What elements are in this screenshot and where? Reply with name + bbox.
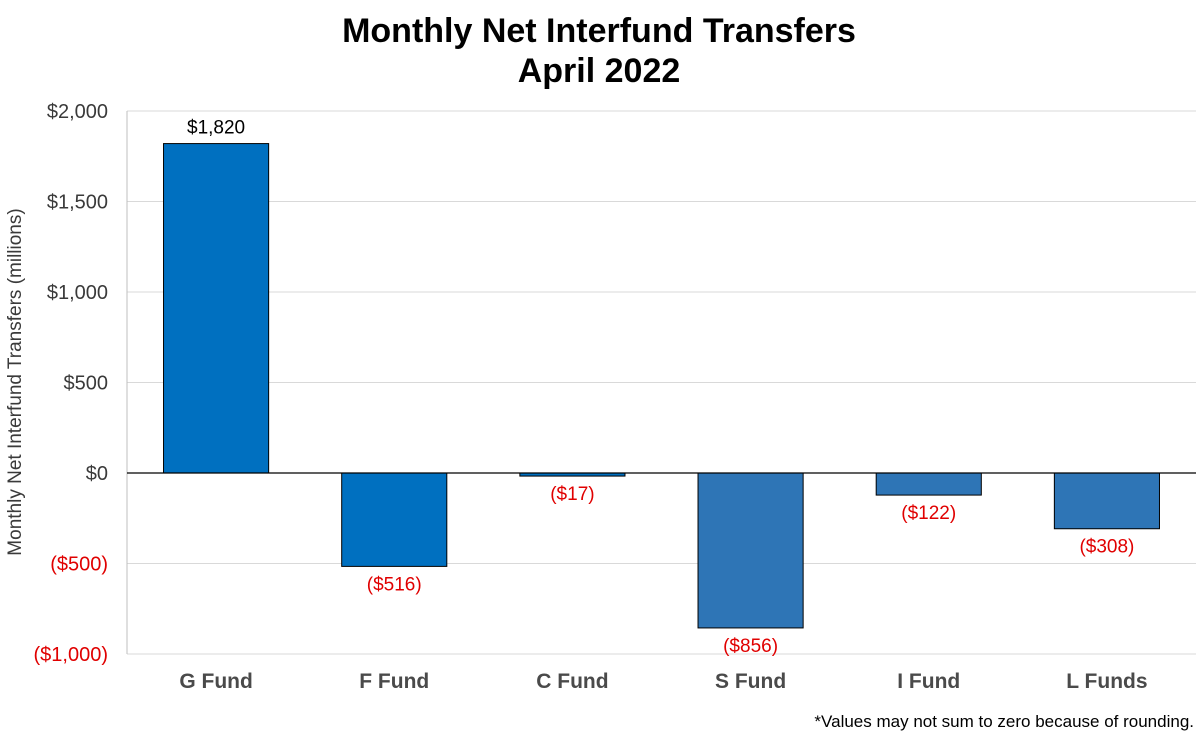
y-tick-label: $500 xyxy=(64,373,109,395)
x-tick-label: G Fund xyxy=(179,670,252,693)
y-tick-label: $1,000 xyxy=(47,282,108,304)
y-tick-labels: $2,000 $1,500 $1,000 $500 $0 ($500) ($1,000) xyxy=(34,101,109,666)
axes xyxy=(126,111,1196,654)
data-label: ($308) xyxy=(1079,537,1134,558)
y-tick-label: ($500) xyxy=(50,554,108,576)
data-labels: $1,820 ($516) ($17) ($856) ($122) ($308) xyxy=(187,118,1134,657)
chart-subtitle: April 2022 xyxy=(518,52,681,90)
bar xyxy=(163,143,270,474)
data-label: ($122) xyxy=(901,503,956,524)
x-tick-label: F Fund xyxy=(359,670,429,693)
x-tick-labels: G Fund F Fund C Fund S Fund I Fund L Funds xyxy=(179,670,1147,693)
bar xyxy=(341,472,448,567)
x-tick-label: L Funds xyxy=(1066,670,1147,693)
x-tick-label: S Fund xyxy=(715,670,786,693)
y-tick-label: $1,500 xyxy=(47,192,108,214)
x-tick-label: C Fund xyxy=(536,670,608,693)
y-tick-label: $2,000 xyxy=(47,101,108,123)
data-label: ($856) xyxy=(723,636,778,657)
bar xyxy=(875,472,982,496)
x-tick-label: I Fund xyxy=(897,670,960,693)
bar xyxy=(697,472,804,629)
bars xyxy=(163,143,1160,629)
gridlines xyxy=(127,110,1196,655)
y-tick-label: $0 xyxy=(86,463,108,485)
data-label: ($516) xyxy=(367,574,422,595)
data-label: $1,820 xyxy=(187,118,245,139)
chart-title: Monthly Net Interfund Transfers xyxy=(342,12,856,50)
footnote: *Values may not sum to zero because of r… xyxy=(814,712,1194,731)
data-label: ($17) xyxy=(550,484,594,505)
y-axis-label: Monthly Net Interfund Transfers (million… xyxy=(5,208,26,555)
bar xyxy=(1053,472,1160,530)
y-tick-label: ($1,000) xyxy=(34,644,109,666)
